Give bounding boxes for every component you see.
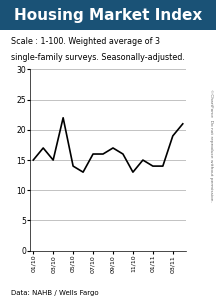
Text: single-family surveys. Seasonally-adjusted.: single-family surveys. Seasonally-adjust… <box>11 53 185 62</box>
Text: Scale : 1-100. Weighted average of 3: Scale : 1-100. Weighted average of 3 <box>11 37 160 47</box>
Text: Housing Market Index: Housing Market Index <box>14 8 202 23</box>
Text: ©ChartForce  Do not reproduce without permission.: ©ChartForce Do not reproduce without per… <box>209 88 213 201</box>
Text: Data: NAHB / Wells Fargo: Data: NAHB / Wells Fargo <box>11 290 98 296</box>
